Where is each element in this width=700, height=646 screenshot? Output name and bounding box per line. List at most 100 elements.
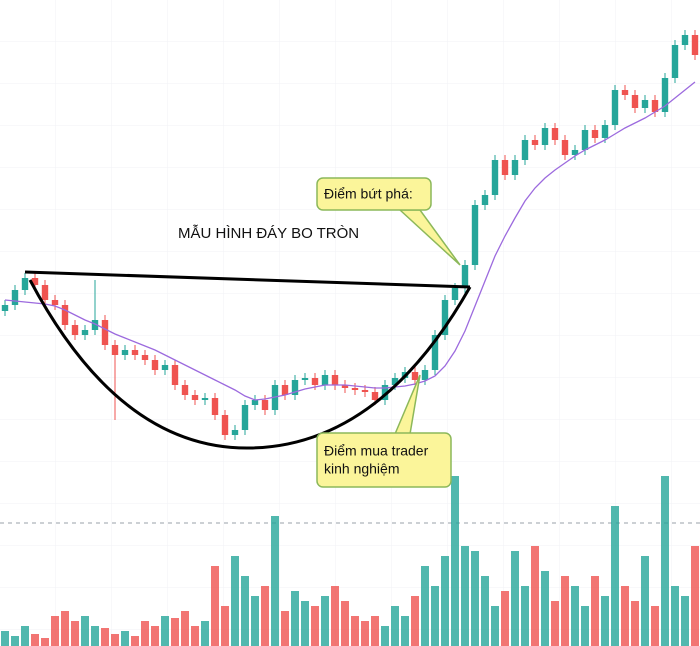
candle-body	[551, 128, 559, 140]
candle-body	[671, 45, 679, 78]
volume-bar	[481, 576, 489, 646]
volume-bar	[501, 591, 509, 646]
volume-bar	[691, 546, 699, 646]
volume-bar	[621, 586, 629, 646]
volume-bar	[91, 626, 99, 646]
candle-body	[101, 320, 109, 345]
rounding-bottom-curve	[28, 279, 472, 450]
volume-bar	[311, 606, 319, 646]
candle-body	[591, 130, 599, 138]
volume-bar	[281, 611, 289, 646]
volume-bar	[21, 626, 29, 646]
neckline	[24, 270, 471, 289]
volume-bar	[161, 616, 169, 646]
volume-bar	[141, 621, 149, 646]
volume-bar	[181, 611, 189, 646]
volume-bar	[41, 638, 49, 646]
candle-body	[641, 100, 649, 108]
callout-box	[316, 177, 432, 211]
volume-bar	[681, 596, 689, 646]
volume-bar	[301, 601, 309, 646]
candle-body	[681, 35, 689, 45]
volume-bar	[551, 601, 559, 646]
volume-bar	[191, 626, 199, 646]
volume-bar	[351, 616, 359, 646]
candle-body	[41, 285, 49, 300]
volume-bar	[581, 606, 589, 646]
candle-body	[161, 365, 169, 370]
candle-body	[301, 378, 309, 380]
candle-body	[541, 128, 549, 145]
volume-bar	[171, 618, 179, 646]
candle-body	[221, 415, 229, 435]
candle-body	[311, 378, 319, 385]
candle-body	[141, 355, 149, 360]
candle-body	[181, 385, 189, 395]
volume-bar	[611, 506, 619, 646]
volume-bar	[31, 634, 39, 646]
candle-body	[381, 385, 389, 400]
candle-body	[481, 195, 489, 205]
volume-bar	[531, 546, 539, 646]
candle-body	[1, 305, 9, 311]
callout-breakout: Điểm bứt phá:	[316, 177, 461, 266]
candle-body	[21, 278, 29, 290]
volume-bar	[291, 591, 299, 646]
candle-body	[121, 350, 129, 355]
candle-body	[231, 430, 239, 435]
candle-body	[531, 140, 539, 145]
candle-body	[331, 375, 339, 385]
volume-bar	[371, 616, 379, 646]
volume-bar	[241, 576, 249, 646]
candle-body	[501, 160, 509, 175]
callout-text: kinh nghiệm	[324, 461, 400, 477]
volume-bar	[121, 631, 129, 646]
volume-bar	[631, 601, 639, 646]
volume-bar	[71, 621, 79, 646]
candle-body	[71, 325, 79, 335]
candle-body	[511, 160, 519, 175]
volume-bar	[511, 551, 519, 646]
volume-bar	[421, 566, 429, 646]
volume-bar	[451, 476, 459, 646]
candle-body	[81, 330, 89, 335]
candle-body	[391, 378, 399, 385]
candle-body	[241, 405, 249, 430]
candle-body	[361, 390, 369, 392]
volume-bar	[401, 616, 409, 646]
candle-body	[341, 385, 349, 388]
callout-box	[316, 432, 452, 488]
volume-bar	[111, 634, 119, 646]
volume-layer	[1, 476, 699, 646]
candle-body	[291, 380, 299, 395]
volume-bar	[261, 586, 269, 646]
candle-body	[111, 345, 119, 355]
volume-bar	[361, 621, 369, 646]
candle-body	[421, 370, 429, 380]
candle-body	[461, 265, 469, 288]
volume-bar	[201, 621, 209, 646]
volume-bar	[321, 596, 329, 646]
candle-body	[171, 365, 179, 385]
candle-body	[351, 388, 359, 390]
candle-body	[411, 372, 419, 380]
volume-bar	[341, 601, 349, 646]
callout-buy: Điểm mua trader kinh nghiệm	[316, 374, 452, 488]
volume-bar	[391, 606, 399, 646]
candle-body	[611, 90, 619, 125]
volume-bar	[541, 571, 549, 646]
candle-body	[631, 95, 639, 108]
candle-body	[51, 300, 59, 305]
candle-body	[11, 290, 19, 305]
volume-bar	[411, 596, 419, 646]
candle-body	[31, 278, 39, 285]
volume-bar	[211, 566, 219, 646]
candle-layer	[1, 30, 699, 440]
candle-body	[661, 78, 669, 112]
volume-bar	[461, 546, 469, 646]
volume-bar	[231, 556, 239, 646]
volume-bar	[441, 556, 449, 646]
candle-body	[651, 100, 659, 112]
volume-bar	[151, 626, 159, 646]
